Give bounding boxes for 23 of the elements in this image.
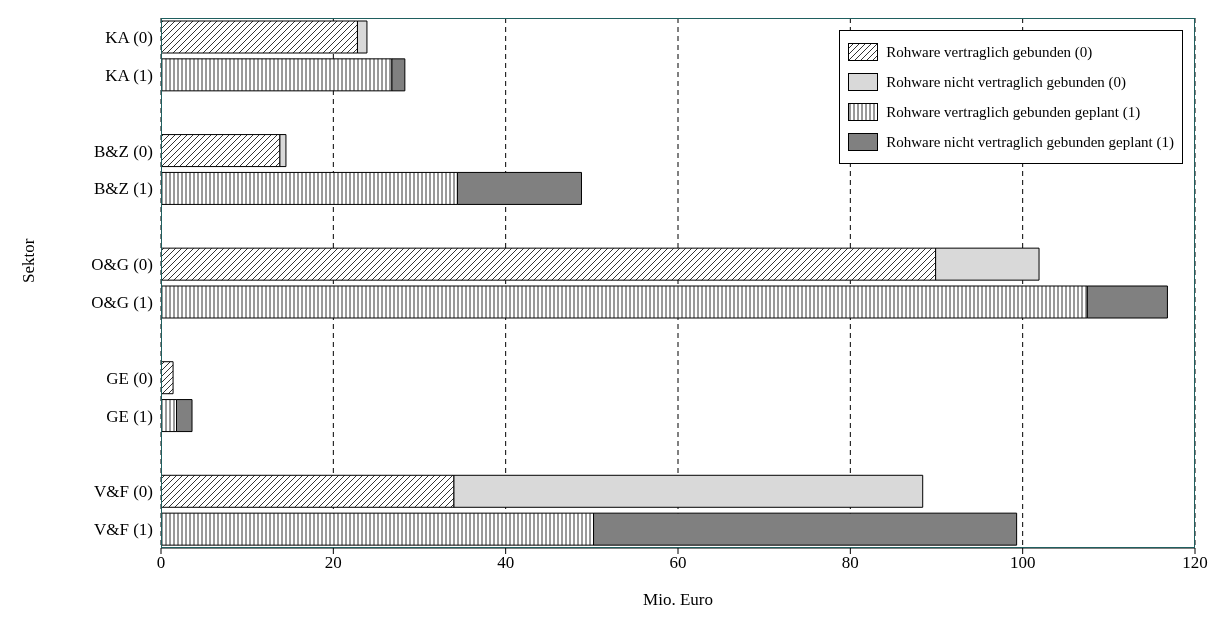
x-tick-label: 40: [497, 553, 515, 573]
y-axis-title: Sektor: [19, 238, 39, 283]
legend-label: Rohware vertraglich gebunden geplant (1): [886, 103, 1141, 121]
legend-label: Rohware vertraglich gebunden (0): [886, 43, 1093, 61]
y-tick-label: V&F (1): [93, 520, 153, 540]
x-tick-label: 0: [156, 553, 166, 573]
y-tick-label: O&G (0): [91, 255, 153, 275]
x-tick-label: 120: [1182, 553, 1208, 573]
y-tick-label: O&G (1): [91, 292, 153, 312]
x-tick-label: 80: [841, 553, 859, 573]
x-axis-title: Mio. Euro: [643, 590, 713, 609]
y-tick-label: GE (1): [106, 406, 153, 426]
y-tick-label: V&F (0): [93, 482, 153, 502]
y-tick-label: KA (0): [105, 27, 153, 47]
x-tick-label: 20: [324, 553, 342, 573]
legend-label: Rohware nicht vertraglich gebunden (0): [886, 73, 1127, 91]
legend-label: Rohware nicht vertraglich gebunden geplant (1): [886, 133, 1174, 151]
y-tick-label: KA (1): [105, 65, 153, 85]
y-tick-label: GE (0): [106, 368, 153, 388]
x-tick-label: 60: [669, 553, 687, 573]
y-tick-label: B&Z (0): [93, 141, 153, 161]
x-tick-label: 100: [1009, 553, 1036, 573]
y-tick-label: B&Z (1): [93, 179, 153, 199]
